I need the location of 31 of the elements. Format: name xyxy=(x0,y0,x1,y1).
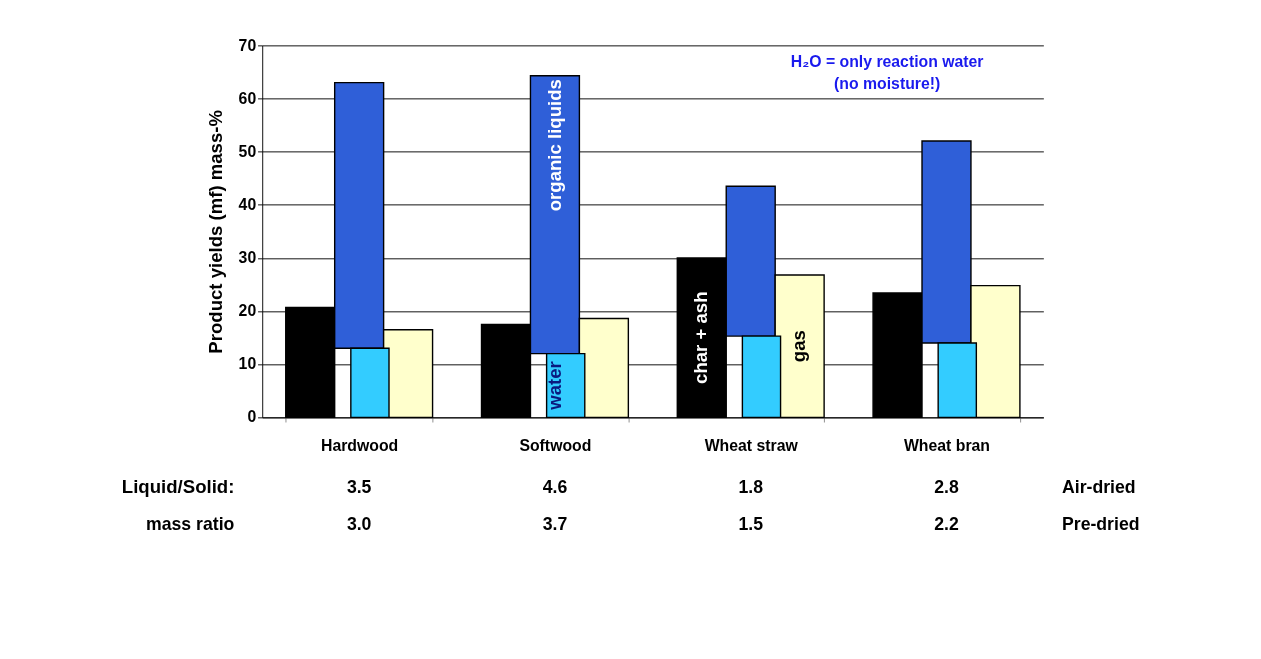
text: 3.5 xyxy=(346,476,372,497)
text: 2.2 xyxy=(934,513,959,534)
text: 1.5 xyxy=(738,513,764,534)
y-axis-title: Product yields (mf) mass-% xyxy=(204,109,226,354)
text: 4.6 xyxy=(542,476,568,497)
x-tick-label: Wheat straw xyxy=(704,437,799,455)
x-tick-label: Hardwood xyxy=(321,437,399,455)
y-tick-label: 70 xyxy=(238,36,257,54)
text: Liquid/Solid: xyxy=(121,475,235,497)
text: 1.8 xyxy=(738,476,764,497)
y-tick-label: 10 xyxy=(238,355,257,373)
text: Pre-dried xyxy=(1061,513,1140,534)
text: 3.0 xyxy=(346,513,372,534)
text: 2.8 xyxy=(934,476,959,497)
text: 3.7 xyxy=(542,513,568,534)
y-tick-label: 40 xyxy=(238,195,257,213)
y-tick-label: 50 xyxy=(238,142,257,160)
text: Air-dried xyxy=(1061,476,1136,497)
y-tick-label: 0 xyxy=(247,408,257,426)
annotation: H₂O = only reaction water xyxy=(790,52,984,70)
x-tick-label: Softwood xyxy=(519,437,592,455)
series-label: water xyxy=(543,361,565,411)
text: mass ratio xyxy=(146,513,235,534)
series-label: gas xyxy=(788,330,810,363)
series-label: organic liquids xyxy=(543,79,565,212)
y-tick-label: 60 xyxy=(238,89,257,107)
x-tick-label: Wheat bran xyxy=(903,437,990,455)
series-label: char + ash xyxy=(690,291,712,384)
y-tick-label: 30 xyxy=(238,249,257,267)
y-tick-label: 20 xyxy=(238,302,257,320)
annotation: (no moisture!) xyxy=(834,75,941,93)
